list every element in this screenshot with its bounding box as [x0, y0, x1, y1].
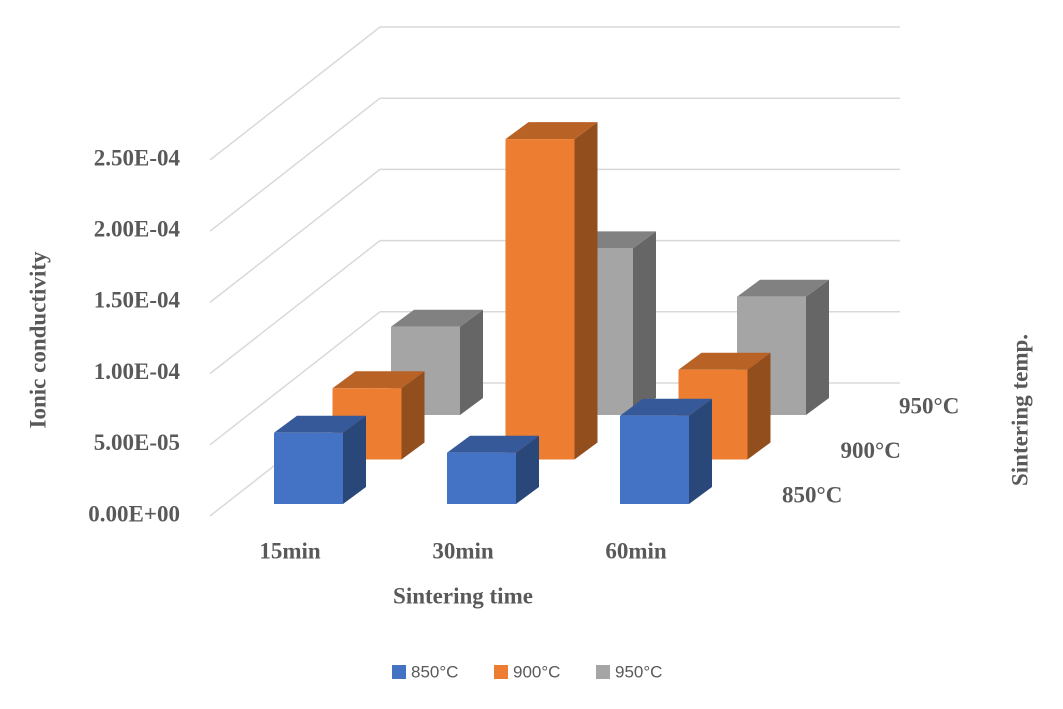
legend-swatch — [494, 665, 508, 679]
bar-top — [332, 371, 425, 389]
bar-front — [274, 432, 343, 504]
bar-side — [401, 371, 425, 460]
legend-label: 950°C — [615, 662, 662, 681]
x-tick-label: 60min — [605, 538, 667, 563]
grid-line — [209, 97, 381, 232]
bar — [447, 435, 539, 504]
bar-top — [620, 398, 712, 416]
bar-top — [737, 279, 829, 297]
bars — [274, 122, 829, 504]
bar — [391, 309, 483, 415]
bar-front — [505, 139, 575, 460]
legend-swatch — [596, 665, 610, 679]
y-tick-label: 2.00E-04 — [94, 216, 181, 241]
legend-swatch — [392, 665, 406, 679]
bar-top — [505, 122, 598, 140]
grid-line — [209, 26, 381, 161]
bar — [274, 415, 366, 504]
depth-label: 950°C — [899, 393, 959, 418]
depth-label: 900°C — [841, 438, 901, 463]
y-tick-label: 5.00E-05 — [94, 430, 180, 455]
bar-side — [343, 415, 366, 504]
bar-top — [678, 352, 771, 370]
y-tick-label: 2.50E-04 — [94, 145, 181, 170]
bar-side — [574, 122, 598, 460]
legend-label: 900°C — [513, 662, 560, 681]
bar-top — [391, 309, 483, 327]
bar-top — [447, 435, 539, 453]
legend-label: 850°C — [411, 662, 458, 681]
grid-line — [209, 240, 381, 375]
bar-front — [620, 415, 689, 504]
bar-side — [516, 435, 539, 504]
y-tick-label: 0.00E+00 — [88, 501, 180, 526]
y-tick-label: 1.50E-04 — [94, 288, 181, 313]
bar-side — [806, 279, 829, 415]
bar-top — [274, 415, 366, 433]
bar-side — [689, 398, 712, 504]
depth-label: 850°C — [782, 482, 842, 507]
y-tick-label: 1.00E-04 — [94, 359, 181, 384]
grid-line — [209, 168, 381, 303]
bar — [620, 398, 712, 504]
bar-side — [633, 231, 656, 415]
bar-front — [447, 452, 516, 504]
z-axis-title: Sintering temp. — [1007, 334, 1032, 486]
grid-line — [209, 311, 381, 446]
x-tick-label: 15min — [259, 538, 321, 563]
bar-side — [747, 352, 771, 460]
bar-side — [460, 309, 483, 415]
bar — [505, 122, 598, 460]
x-axis-title: Sintering time — [393, 583, 533, 608]
y-axis-title: Ionic conductivity — [25, 251, 50, 428]
x-tick-label: 30min — [432, 538, 494, 563]
